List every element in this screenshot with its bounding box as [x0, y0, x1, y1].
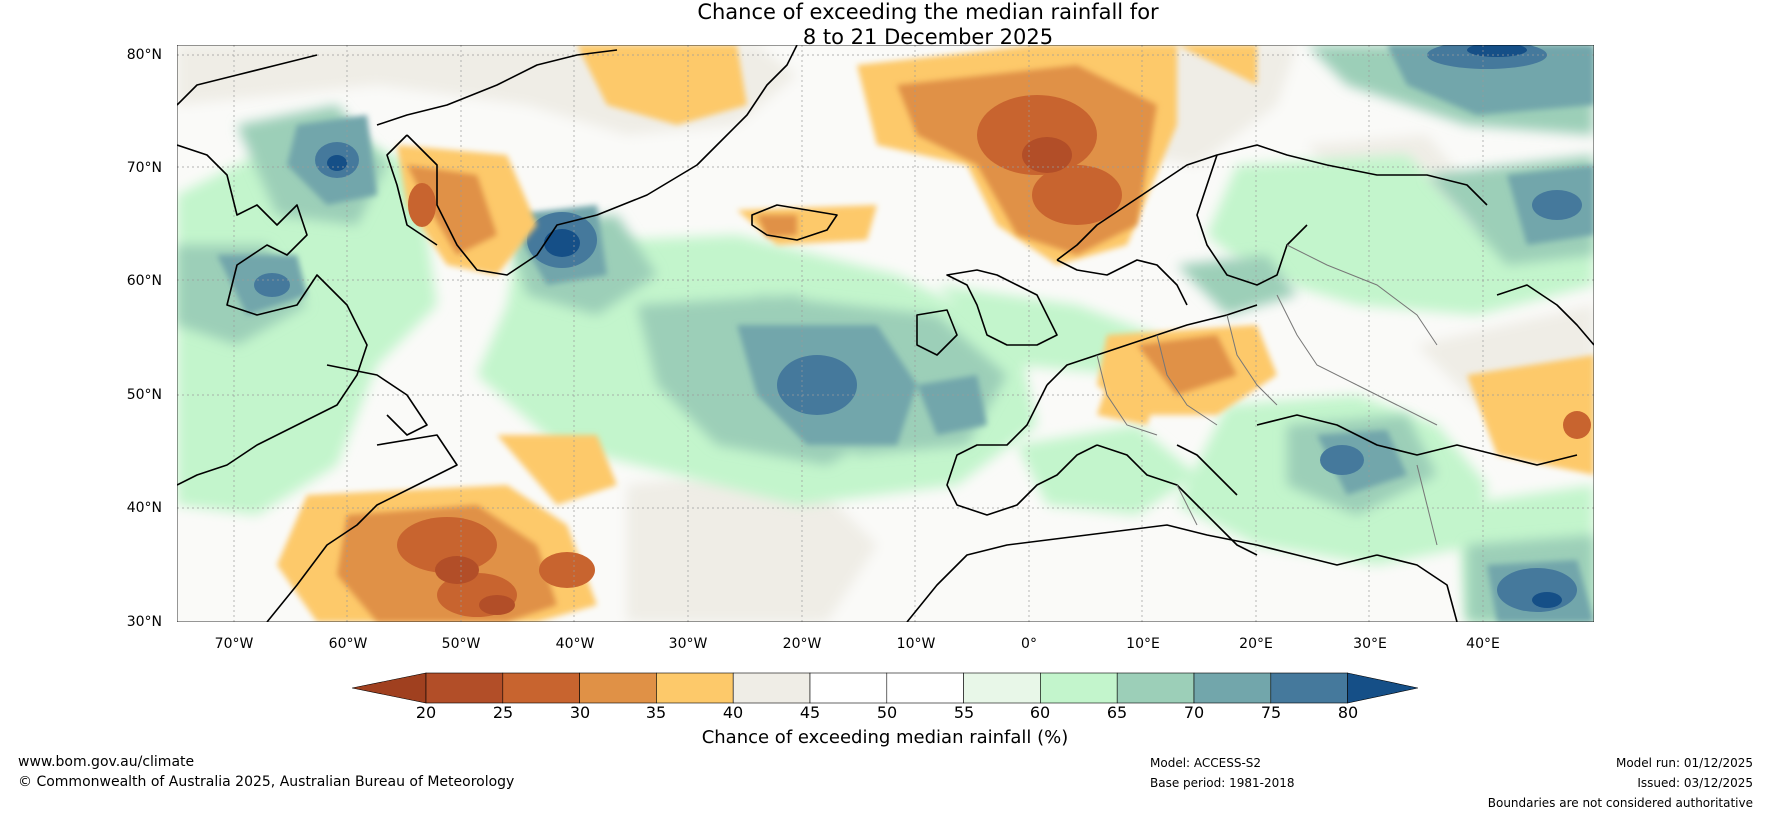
colorbar-tick-40: 40: [722, 703, 744, 722]
colorbar-tick-45: 45: [799, 703, 821, 722]
colorbar-bin-25-30: [502, 672, 580, 704]
model-text: Model: ACCESS-S2: [1150, 756, 1262, 770]
graticule: [177, 45, 1594, 622]
lon-label-10e: 10°E: [1126, 636, 1160, 652]
colorbar-bin-50-55: [886, 672, 964, 704]
colorbar-tick-65: 65: [1106, 703, 1128, 722]
colorbar-tick-70: 70: [1183, 703, 1205, 722]
lon-label-50w: 50°W: [441, 636, 481, 652]
lat-label-60n: 60°N: [126, 273, 162, 289]
lat-label-40n: 40°N: [126, 500, 162, 516]
colorbar-tick-20: 20: [415, 703, 437, 722]
disclaimer-text: Boundaries are not considered authoritat…: [1487, 796, 1753, 810]
colorbar: [352, 672, 1418, 704]
lon-label-30w: 30°W: [668, 636, 708, 652]
rainfall-map: [176, 44, 1595, 623]
lon-label-20w: 20°W: [782, 636, 822, 652]
colorbar-tick-30: 30: [569, 703, 591, 722]
lat-label-30n: 30°N: [126, 614, 162, 630]
website-link[interactable]: www.bom.gov.au/climate: [18, 754, 195, 770]
country-borders: [1096, 244, 1438, 546]
colorbar-tick-25: 25: [492, 703, 514, 722]
colorbar-tick-50: 50: [876, 703, 898, 722]
darkest-orange-zones: [435, 137, 1072, 615]
base-period-text: Base period: 1981-2018: [1150, 776, 1295, 790]
colorbar-tick-80: 80: [1337, 703, 1359, 722]
colorbar-bin-30-35: [579, 672, 657, 704]
colorbar-bin-35-40: [656, 672, 734, 704]
colorbar-bin-70-75: [1193, 672, 1272, 704]
colorbar-bin-75-80: [1270, 672, 1348, 704]
lon-label-40e: 40°E: [1466, 636, 1500, 652]
lat-label-50n: 50°N: [126, 387, 162, 403]
colorbar-tick-60: 60: [1029, 703, 1051, 722]
lat-label-80n: 80°N: [126, 47, 162, 63]
lon-label-20e: 20°E: [1239, 636, 1273, 652]
colorbar-tick-35: 35: [645, 703, 667, 722]
colorbar-extend-high: [1347, 672, 1418, 704]
lon-label-60w: 60°W: [328, 636, 368, 652]
colorbar-bin-65-70: [1116, 672, 1195, 704]
title-line-1: Chance of exceeding the median rainfall …: [697, 0, 1159, 24]
lon-label-40w: 40°W: [555, 636, 595, 652]
colorbar-tick-75: 75: [1260, 703, 1282, 722]
lon-label-70w: 70°W: [214, 636, 254, 652]
colorbar-bin-45-50: [809, 672, 888, 704]
colorbar-bin-20-25: [425, 672, 504, 704]
map-title: Chance of exceeding the median rainfall …: [0, 0, 1770, 50]
colorbar-label: Chance of exceeding median rainfall (%): [701, 727, 1069, 748]
coastlines: [177, 45, 1594, 622]
lon-label-10w: 10°W: [896, 636, 936, 652]
colorbar-tick-55: 55: [953, 703, 975, 722]
copyright-text: © Commonwealth of Australia 2025, Austra…: [18, 774, 515, 790]
lon-label-30e: 30°E: [1353, 636, 1387, 652]
lon-label-0: 0°: [1021, 636, 1037, 652]
model-run-text: Model run: 01/12/2025: [1615, 756, 1753, 770]
colorbar-bin-40-45: [732, 672, 811, 704]
colorbar-bin-55-60: [963, 672, 1041, 704]
colorbar-bin-60-65: [1040, 672, 1118, 704]
map-svg: [176, 44, 1595, 623]
colorbar-extend-low: [352, 672, 427, 704]
issued-text: Issued: 03/12/2025: [1637, 776, 1753, 790]
lat-label-70n: 70°N: [126, 160, 162, 176]
